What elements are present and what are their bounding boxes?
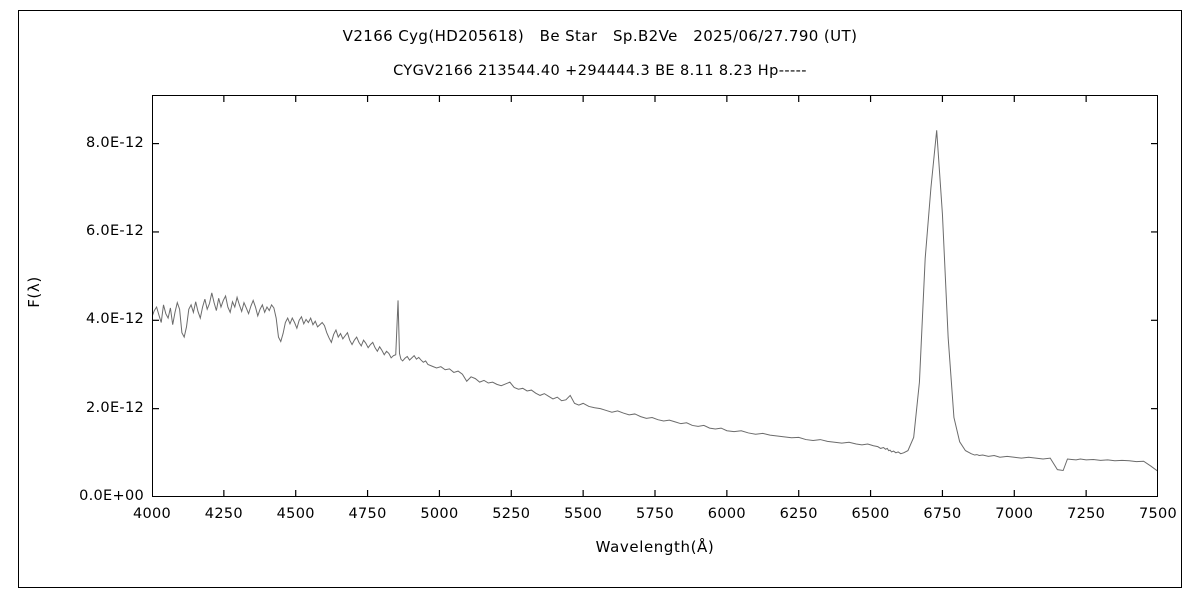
x-tick-label: 7000 bbox=[995, 506, 1034, 522]
plot-frame-border bbox=[152, 95, 1158, 497]
axis-tick-marks bbox=[152, 95, 1158, 497]
x-tick-label: 4250 bbox=[204, 506, 243, 522]
y-axis-tick-labels: 0.0E+00 2.0E-12 4.0E-12 6.0E-12 8.0E-12 bbox=[40, 95, 144, 504]
y-tick-label: 4.0E-12 bbox=[85, 311, 144, 328]
x-tick-label: 5500 bbox=[564, 506, 603, 522]
x-tick-label: 4000 bbox=[132, 506, 172, 522]
y-tick-label: 0.0E+00 bbox=[79, 488, 144, 504]
spectrum-plot bbox=[152, 95, 1158, 497]
x-tick-label: 5000 bbox=[420, 506, 459, 522]
x-axis-tick-labels: 4000 4250 4500 4750 5000 5250 5500 5750 6000 6250… bbox=[133, 506, 1177, 528]
x-tick-label: 5750 bbox=[635, 506, 675, 522]
x-tick-label: 6500 bbox=[851, 506, 890, 522]
chart-title-primary: V2166 Cyg(HD205618) Be Star Sp.B2Ve 2025… bbox=[342, 27, 858, 45]
y-tick-label: 8.0E-12 bbox=[85, 134, 144, 151]
y-tick-label: 2.0E-12 bbox=[85, 399, 144, 416]
spectrum-line bbox=[152, 130, 1158, 472]
chart-title-secondary: CYGV2166 213544.40 +294444.3 BE 8.11 8.2… bbox=[393, 63, 807, 79]
x-tick-label: 6750 bbox=[923, 506, 962, 522]
x-tick-label: 6000 bbox=[707, 506, 746, 522]
x-tick-label: 4750 bbox=[348, 506, 387, 522]
x-tick-label: 7250 bbox=[1067, 506, 1106, 522]
x-tick-label: 5250 bbox=[492, 506, 531, 522]
x-axis-title: Wavelength(Å) bbox=[595, 538, 715, 556]
x-tick-label: 6250 bbox=[779, 506, 818, 522]
x-tick-label: 7500 bbox=[1138, 506, 1178, 522]
outer-window-border bbox=[18, 10, 1182, 588]
plot-area bbox=[152, 95, 1158, 497]
x-tick-label: 4500 bbox=[276, 506, 315, 522]
y-tick-label: 6.0E-12 bbox=[85, 222, 144, 239]
